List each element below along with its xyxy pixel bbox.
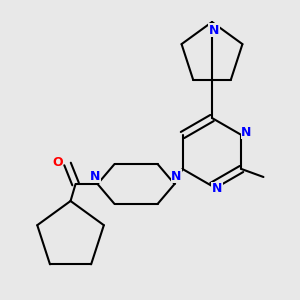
Text: O: O [52,155,63,169]
Text: N: N [171,169,182,182]
Text: N: N [212,182,222,196]
Text: N: N [209,23,219,37]
Text: N: N [241,125,252,139]
Text: N: N [90,169,101,182]
